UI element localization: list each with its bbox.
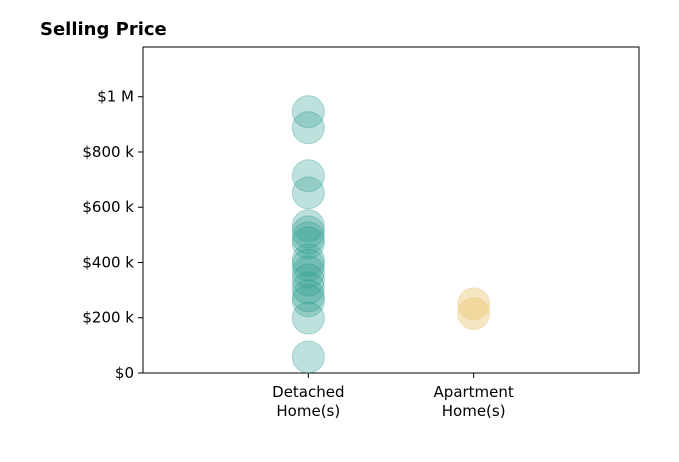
y-tick-label: $0 bbox=[115, 364, 134, 382]
point bbox=[291, 301, 325, 335]
point bbox=[291, 255, 325, 289]
point bbox=[291, 271, 325, 305]
point bbox=[291, 284, 325, 318]
y-tick-label: $1 M bbox=[97, 88, 134, 106]
x-tick-label: Detached Home(s) bbox=[272, 383, 344, 420]
point bbox=[291, 248, 325, 282]
point bbox=[291, 279, 325, 313]
point bbox=[291, 215, 325, 249]
y-tick-label: $200 k bbox=[82, 309, 134, 327]
point bbox=[291, 95, 325, 129]
point bbox=[291, 176, 325, 210]
point bbox=[291, 263, 325, 297]
y-tick-label: $800 k bbox=[82, 143, 134, 161]
plot-frame bbox=[142, 46, 640, 374]
point bbox=[291, 111, 325, 145]
point bbox=[291, 226, 325, 260]
point bbox=[291, 243, 325, 277]
point bbox=[291, 221, 325, 255]
x-tick-label: Apartment Home(s) bbox=[434, 383, 514, 420]
chart-title: Selling Price bbox=[40, 19, 167, 40]
point bbox=[457, 287, 491, 321]
y-tick-label: $400 k bbox=[82, 253, 134, 271]
point bbox=[457, 297, 491, 331]
y-tick-label: $600 k bbox=[82, 198, 134, 216]
point bbox=[291, 340, 325, 374]
point bbox=[291, 159, 325, 193]
point bbox=[291, 209, 325, 243]
